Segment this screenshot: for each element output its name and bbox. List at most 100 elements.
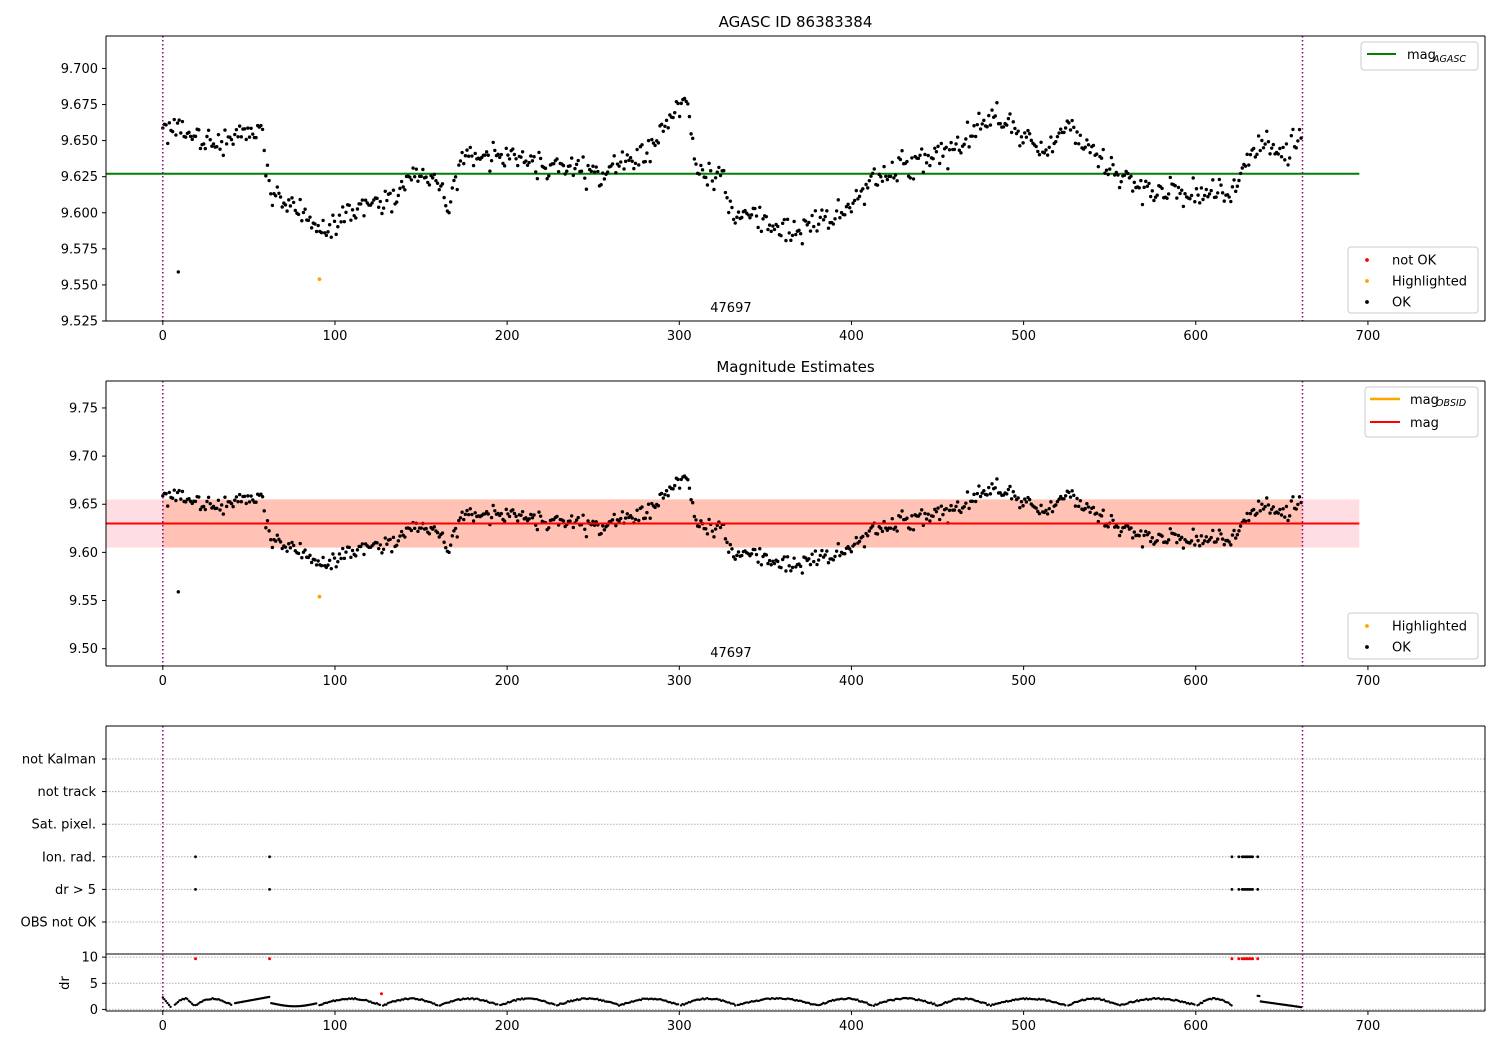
- top-ok-point: [1147, 181, 1151, 186]
- mid-ok-point: [857, 539, 862, 544]
- top-ok-point: [988, 123, 993, 127]
- top-ok-point: [679, 101, 683, 106]
- top-ok-point: [816, 222, 821, 226]
- mid-ok-point: [1132, 530, 1137, 534]
- mid-ok-point: [1021, 504, 1025, 508]
- mid-ok-point: [666, 494, 670, 498]
- top-ok-point: [278, 195, 283, 199]
- top-ok-point: [692, 157, 697, 161]
- top-legend-marker: [1365, 279, 1369, 283]
- top-ok-point: [1191, 176, 1195, 180]
- mid-ok-point: [164, 492, 168, 496]
- dr-point: [436, 1004, 439, 1007]
- top-ok-point: [673, 111, 677, 115]
- mid-ok-point: [785, 555, 790, 559]
- mid-ok-point: [569, 514, 574, 518]
- mid-y-tick-label: 9.75: [69, 401, 98, 416]
- top-ok-point: [965, 120, 970, 124]
- dr-point: [885, 1000, 888, 1004]
- mid-ok-point: [753, 547, 757, 552]
- mid-ok-point: [1230, 533, 1235, 537]
- top-ok-point: [1091, 143, 1096, 148]
- top-ok-point: [179, 131, 183, 135]
- mid-ok-point: [1077, 504, 1081, 509]
- top-ok-point: [381, 206, 386, 210]
- top-ok-point: [694, 162, 698, 166]
- top-ok-point: [1016, 129, 1020, 133]
- top-ok-point: [370, 201, 374, 205]
- mid-ok-point: [782, 555, 787, 559]
- flag-point: [1237, 855, 1241, 859]
- top-ok-point: [1276, 152, 1280, 156]
- mid-y-tick-label: 9.60: [69, 546, 98, 561]
- mid-ok-point: [314, 563, 319, 567]
- mid-ok-point: [1019, 500, 1024, 504]
- top-ok-point: [712, 187, 716, 192]
- dr-point: [164, 999, 168, 1003]
- top-ok-point: [249, 126, 253, 130]
- top-ok-point: [699, 163, 703, 168]
- mid-ok-point: [952, 508, 957, 512]
- mid-ok-point: [208, 501, 212, 506]
- top-y-tick-label: 9.550: [61, 278, 98, 293]
- top-ok-point: [1196, 193, 1200, 197]
- top-ok-point: [1193, 200, 1197, 204]
- mid-ok-point: [347, 545, 351, 550]
- mid-ok-point: [1067, 490, 1071, 495]
- mid-ok-point: [882, 519, 886, 524]
- mid-ok-point: [180, 489, 185, 494]
- mid-ok-point: [910, 514, 914, 518]
- mid-ok-point: [468, 507, 472, 511]
- top-ok-point: [605, 170, 610, 174]
- dr-flagged-point: [194, 957, 198, 961]
- mid-ok-point: [499, 511, 504, 516]
- top-ok-point: [1168, 175, 1172, 180]
- mid-ok-point: [1235, 532, 1240, 537]
- top-ok-point: [1075, 130, 1079, 134]
- mid-ok-point: [928, 519, 932, 523]
- top-ok-point: [1220, 191, 1225, 195]
- mid-ok-point: [278, 540, 283, 544]
- top-y-tick-label: 9.525: [61, 315, 98, 330]
- top-ok-point: [419, 174, 423, 179]
- mid-ok-point: [645, 510, 649, 515]
- mid-ok-point: [342, 556, 347, 561]
- mid-ok-point: [1106, 525, 1110, 529]
- top-ok-point: [408, 175, 412, 179]
- top-ok-point: [782, 217, 787, 222]
- dr-point: [565, 1001, 568, 1004]
- mid-ok-point: [1269, 507, 1274, 511]
- top-ok-point: [573, 166, 577, 171]
- top-ok-point: [1148, 194, 1153, 199]
- top-y-tick-label: 9.700: [61, 62, 98, 77]
- top-obsid-label: 47697: [710, 301, 751, 316]
- mid-ok-point: [718, 525, 723, 530]
- top-ok-point: [707, 161, 711, 166]
- top-ok-point: [622, 167, 626, 171]
- mid-ok-point: [300, 556, 304, 560]
- top-ok-point: [512, 152, 517, 157]
- top-ok-point: [434, 178, 438, 183]
- top-ok-point: [1269, 146, 1274, 150]
- dr-point: [856, 998, 859, 1001]
- mid-ok-point: [1202, 539, 1207, 543]
- mid-ok-point: [689, 498, 693, 502]
- top-ok-point: [918, 153, 922, 157]
- top-ok-point: [1222, 199, 1226, 203]
- mid-ok-point: [1116, 525, 1120, 529]
- top-ok-point: [324, 233, 329, 238]
- top-ok-point: [1104, 168, 1109, 172]
- top-ok-point: [285, 209, 289, 213]
- mid-ok-point: [1176, 533, 1181, 538]
- top-ok-point: [1176, 185, 1181, 190]
- mid-ok-point: [816, 558, 821, 562]
- mid-ok-point: [697, 524, 701, 529]
- top-ok-point: [730, 205, 734, 210]
- mid-x-tick-label: 600: [1183, 674, 1208, 689]
- dr-point: [929, 1001, 933, 1004]
- mid-ok-point: [571, 525, 576, 530]
- top-ok-point: [398, 186, 402, 191]
- top-ok-point: [396, 193, 401, 198]
- mid-ok-point: [949, 503, 953, 508]
- top-ok-point: [465, 148, 469, 152]
